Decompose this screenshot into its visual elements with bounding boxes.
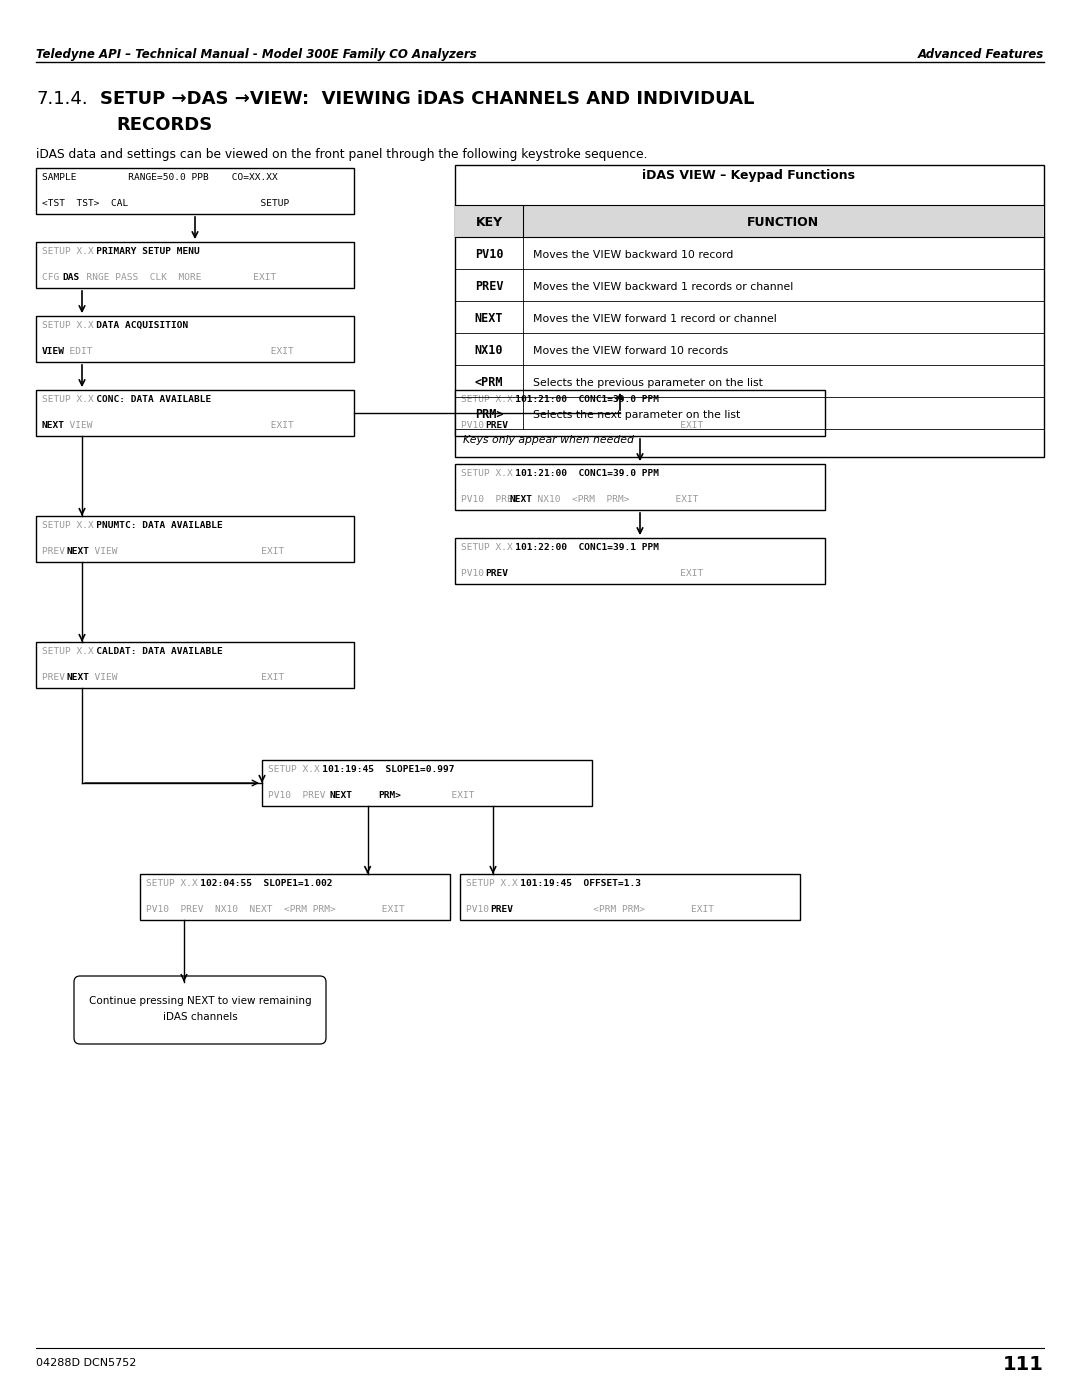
Text: PV10: PV10 (465, 905, 500, 914)
Text: CFG: CFG (42, 272, 71, 282)
Text: KEY: KEY (475, 217, 502, 229)
Text: Moves the VIEW forward 1 record or channel: Moves the VIEW forward 1 record or chann… (534, 314, 777, 324)
Text: NEXT: NEXT (67, 548, 90, 556)
Text: 101:21:00  CONC1=39.0 PPM: 101:21:00 CONC1=39.0 PPM (498, 469, 659, 478)
Text: 111: 111 (1003, 1355, 1044, 1375)
Text: 101:22:00  CONC1=39.1 PPM: 101:22:00 CONC1=39.1 PPM (498, 543, 659, 552)
Text: NEXT: NEXT (67, 673, 90, 682)
Text: NEXT: NEXT (510, 495, 532, 504)
Text: SETUP X.X: SETUP X.X (42, 647, 94, 657)
Text: CALDAT: DATA AVAILABLE: CALDAT: DATA AVAILABLE (79, 647, 222, 657)
Bar (36, 390, 354, 436)
Bar (36, 515, 354, 562)
Text: PREV: PREV (486, 420, 509, 430)
Text: RECORDS: RECORDS (116, 116, 213, 134)
Text: VIEW                               EXIT: VIEW EXIT (58, 420, 294, 430)
Bar (36, 643, 354, 687)
Text: NX10: NX10 (475, 345, 503, 358)
Text: EDIT                               EXIT: EDIT EXIT (58, 346, 294, 356)
Text: PRM>: PRM> (475, 408, 503, 422)
Text: SETUP X.X: SETUP X.X (42, 321, 94, 330)
Text: VIEW: VIEW (42, 346, 65, 356)
Text: PREV: PREV (475, 281, 503, 293)
Bar (460, 875, 800, 921)
Text: 04288D DCN5752: 04288D DCN5752 (36, 1358, 136, 1368)
Text: NEXT: NEXT (42, 420, 65, 430)
Text: PNUMTC: DATA AVAILABLE: PNUMTC: DATA AVAILABLE (79, 521, 222, 529)
Text: SETUP X.X: SETUP X.X (461, 469, 513, 478)
Text: Teledyne API – Technical Manual - Model 300E Family CO Analyzers: Teledyne API – Technical Manual - Model … (36, 47, 476, 61)
Bar (455, 538, 825, 584)
Text: iDAS channels: iDAS channels (163, 1011, 238, 1023)
Text: DATA ACQUISITION: DATA ACQUISITION (79, 321, 188, 330)
Text: NX10  <PRM  PRM>        EXIT: NX10 <PRM PRM> EXIT (526, 495, 699, 504)
Text: Selects the next parameter on the list: Selects the next parameter on the list (534, 409, 740, 420)
Text: SETUP X.X: SETUP X.X (146, 879, 198, 888)
FancyBboxPatch shape (75, 977, 326, 1044)
Text: RNGE PASS  CLK  MORE         EXIT: RNGE PASS CLK MORE EXIT (75, 272, 275, 282)
Text: PREV: PREV (490, 905, 513, 914)
Bar (455, 390, 825, 436)
Text: 101:21:00  CONC1=39.0 PPM: 101:21:00 CONC1=39.0 PPM (498, 395, 659, 404)
Text: PV10  PREV  NX10  NEXT  <PRM PRM>        EXIT: PV10 PREV NX10 NEXT <PRM PRM> EXIT (146, 905, 405, 914)
Bar (36, 242, 354, 288)
Text: Moves the VIEW forward 10 records: Moves the VIEW forward 10 records (534, 346, 728, 356)
Text: PREV: PREV (486, 569, 509, 578)
Text: FUNCTION: FUNCTION (747, 217, 819, 229)
Bar (36, 316, 354, 362)
Text: SETUP X.X: SETUP X.X (268, 766, 320, 774)
Text: SETUP X.X: SETUP X.X (461, 395, 513, 404)
Text: Moves the VIEW backward 10 record: Moves the VIEW backward 10 record (534, 250, 733, 260)
Text: iDAS VIEW – Keypad Functions: iDAS VIEW – Keypad Functions (643, 169, 855, 182)
Text: VIEW                         EXIT: VIEW EXIT (83, 673, 284, 682)
Text: Continue pressing NEXT to view remaining: Continue pressing NEXT to view remaining (89, 996, 311, 1006)
Text: NEXT: NEXT (475, 313, 503, 326)
Text: SETUP X.X: SETUP X.X (42, 521, 94, 529)
Text: <TST  TST>  CAL                       SETUP: <TST TST> CAL SETUP (42, 198, 289, 208)
Text: SETUP X.X: SETUP X.X (42, 395, 94, 404)
Text: <PRM: <PRM (475, 377, 503, 390)
Text: Advanced Features: Advanced Features (918, 47, 1044, 61)
Text: iDAS data and settings can be viewed on the front panel through the following ke: iDAS data and settings can be viewed on … (36, 148, 648, 161)
Text: SETUP X.X: SETUP X.X (465, 879, 517, 888)
Text: VIEW                         EXIT: VIEW EXIT (83, 548, 284, 556)
Text: PV10  PREV: PV10 PREV (268, 791, 354, 800)
Text: PREV: PREV (42, 548, 77, 556)
Text: SAMPLE         RANGE=50.0 PPB    CO=XX.XX: SAMPLE RANGE=50.0 PPB CO=XX.XX (42, 173, 278, 182)
Text: Selects the previous parameter on the list: Selects the previous parameter on the li… (534, 379, 762, 388)
Text: Moves the VIEW backward 1 records or channel: Moves the VIEW backward 1 records or cha… (534, 282, 793, 292)
Text: CONC: DATA AVAILABLE: CONC: DATA AVAILABLE (79, 395, 211, 404)
Text: SETUP X.X: SETUP X.X (461, 543, 513, 552)
Text: PRM>: PRM> (378, 791, 401, 800)
Text: DAS: DAS (63, 272, 80, 282)
Text: PV10: PV10 (461, 420, 496, 430)
Bar (262, 760, 592, 806)
Text: Keys only appear when needed: Keys only appear when needed (463, 434, 634, 446)
Text: PREV: PREV (42, 673, 77, 682)
Text: PV10: PV10 (461, 569, 496, 578)
Bar (36, 168, 354, 214)
Text: PRIMARY SETUP MENU: PRIMARY SETUP MENU (79, 247, 200, 256)
Text: PV10  PREV: PV10 PREV (461, 495, 530, 504)
Text: EXIT: EXIT (502, 420, 703, 430)
Bar (455, 165, 1044, 457)
Bar (455, 464, 825, 510)
Bar (140, 875, 450, 921)
Text: SETUP →DAS →VIEW:  VIEWING iDAS CHANNELS AND INDIVIDUAL: SETUP →DAS →VIEW: VIEWING iDAS CHANNELS … (100, 89, 754, 108)
Text: 102:04:55  SLOPE1=1.002: 102:04:55 SLOPE1=1.002 (183, 879, 333, 888)
Text: EXIT: EXIT (394, 791, 475, 800)
Text: 101:19:45  SLOPE1=0.997: 101:19:45 SLOPE1=0.997 (305, 766, 455, 774)
Text: <PRM PRM>        EXIT: <PRM PRM> EXIT (507, 905, 714, 914)
Text: 101:19:45  OFFSET=1.3: 101:19:45 OFFSET=1.3 (502, 879, 640, 888)
Text: PV10: PV10 (475, 249, 503, 261)
Text: 7.1.4.: 7.1.4. (36, 89, 87, 108)
Text: NEXT: NEXT (329, 791, 352, 800)
Bar (455, 205, 1044, 237)
Text: EXIT: EXIT (502, 569, 703, 578)
Text: SETUP X.X: SETUP X.X (42, 247, 94, 256)
